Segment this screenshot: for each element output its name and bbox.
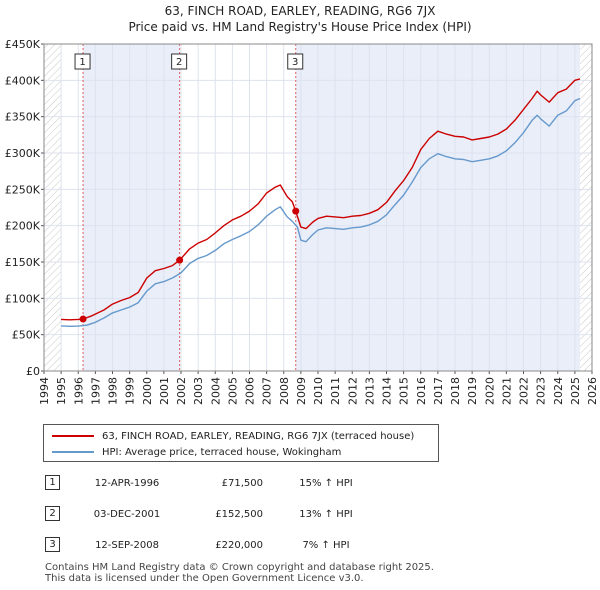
x-tick-label: 2016 (415, 377, 428, 405)
y-tick-label: £250K (5, 183, 41, 196)
x-tick-label: 1997 (89, 377, 102, 405)
y-tick-label: £200K (5, 220, 41, 233)
footer-licence: This data is licensed under the Open Gov… (45, 573, 364, 584)
x-tick-label: 2019 (466, 377, 479, 405)
x-tick-label: 1995 (55, 377, 68, 405)
legend-label-property: 63, FINCH ROAD, EARLEY, READING, RG6 7JX… (102, 430, 415, 442)
legend-label-hpi: HPI: Average price, terraced house, Woki… (102, 446, 342, 458)
chart-legend: 63, FINCH ROAD, EARLEY, READING, RG6 7JX… (43, 424, 439, 462)
footer-copyright: Contains HM Land Registry data © Crown c… (45, 562, 434, 573)
x-tick-label: 2011 (329, 377, 342, 405)
x-tick-label: 2009 (295, 377, 308, 405)
x-tick-label: 2010 (312, 377, 325, 405)
x-tick-label: 2004 (209, 377, 222, 405)
x-tick-label: 1996 (72, 377, 85, 405)
out-of-range-hatch (580, 44, 592, 371)
transaction-point (292, 207, 300, 215)
y-tick-label: £150K (5, 256, 41, 269)
hpi-series-line (61, 97, 581, 327)
transaction-date: 03-DEC-2001 (93, 509, 161, 520)
legend-swatch-hpi (52, 451, 94, 453)
x-tick-label: 2025 (569, 377, 582, 405)
x-tick-label: 2015 (398, 377, 411, 405)
transaction-price: £152,500 (215, 509, 263, 520)
x-tick-label: 2007 (261, 377, 274, 405)
transaction-hpi: 13% ↑ HPI (299, 509, 353, 520)
transaction-price: £220,000 (215, 540, 263, 551)
transaction-marker-box (74, 53, 91, 70)
x-tick-label: 1999 (124, 377, 137, 405)
y-tick-label: £100K (5, 292, 41, 305)
transaction-marker-label: 3 (292, 57, 298, 68)
x-tick-label: 2013 (363, 377, 376, 405)
x-tick-label: 2021 (500, 377, 513, 405)
legend-item-hpi: HPI: Average price, terraced house, Woki… (52, 445, 341, 459)
x-tick-label: 1998 (107, 377, 120, 405)
out-of-range-hatch (44, 44, 62, 371)
transaction-marker-box (171, 53, 188, 70)
x-tick-label: 2005 (226, 377, 239, 405)
x-tick-label: 1994 (38, 377, 51, 405)
transaction-number: 2 (45, 506, 60, 521)
transaction-point (176, 256, 184, 264)
x-tick-label: 2002 (175, 377, 188, 405)
transaction-marker-box (287, 53, 304, 70)
transaction-number: 3 (45, 537, 60, 552)
y-tick-label: £50K (12, 329, 41, 342)
legend-swatch-property (52, 435, 94, 437)
transaction-date: 12-SEP-2008 (95, 540, 159, 551)
y-tick-label: £350K (5, 111, 41, 124)
transaction-marker-label: 2 (176, 57, 182, 68)
transaction-hpi: 7% ↑ HPI (302, 540, 350, 551)
transaction-number: 1 (45, 475, 60, 490)
x-tick-label: 2018 (449, 377, 462, 405)
x-tick-label: 2008 (278, 377, 291, 405)
y-tick-label: £450K (5, 38, 41, 51)
x-tick-label: 2023 (535, 377, 548, 405)
plot-frame (43, 43, 593, 372)
x-tick-label: 2003 (192, 377, 205, 405)
y-tick-label: £0 (26, 365, 40, 378)
x-tick-label: 2006 (244, 377, 257, 405)
transaction-date: 12-APR-1996 (94, 478, 160, 489)
legend-item-property: 63, FINCH ROAD, EARLEY, READING, RG6 7JX… (52, 429, 414, 443)
x-tick-label: 2022 (518, 377, 531, 405)
chart-subtitle: Price paid vs. HM Land Registry's House … (128, 20, 472, 34)
transaction-hpi: 15% ↑ HPI (299, 478, 353, 489)
property-series-line (61, 78, 581, 321)
x-tick-label: 2020 (483, 377, 496, 405)
transaction-point (79, 315, 87, 323)
transaction-price: £71,500 (221, 478, 263, 489)
x-tick-label: 2026 (586, 377, 599, 405)
x-tick-label: 2017 (432, 377, 445, 405)
x-tick-label: 2024 (552, 377, 565, 405)
x-tick-label: 2012 (346, 377, 359, 405)
transaction-row: 1 12-APR-1996 £71,500 15% ↑ HPI (45, 475, 405, 493)
y-tick-label: £400K (5, 74, 41, 87)
chart-title: 63, FINCH ROAD, EARLEY, READING, RG6 7JX (164, 4, 436, 18)
y-tick-label: £300K (5, 147, 41, 160)
transaction-row: 3 12-SEP-2008 £220,000 7% ↑ HPI (45, 537, 405, 555)
x-tick-label: 2014 (381, 377, 394, 405)
price-chart: £0 £50K £100K £150K £200K £250K £300K £350K £400… (5, 38, 599, 405)
transaction-marker-label: 1 (79, 57, 85, 68)
transaction-row: 2 03-DEC-2001 £152,500 13% ↑ HPI (45, 506, 405, 524)
x-tick-label: 2001 (158, 377, 171, 405)
x-tick-label: 2000 (141, 377, 154, 405)
